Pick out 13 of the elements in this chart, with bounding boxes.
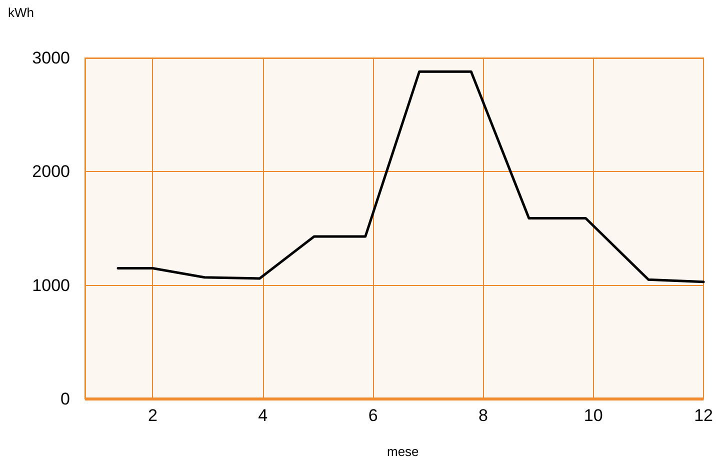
x-tick-label: 8 bbox=[478, 406, 488, 425]
x-tick-label: 12 bbox=[694, 406, 714, 425]
y-tick-label: 2000 bbox=[32, 162, 70, 182]
y-tick-label: 0 bbox=[60, 390, 70, 408]
x-tick-label: 4 bbox=[258, 406, 268, 425]
x-tick-label: 10 bbox=[584, 406, 603, 425]
line-series bbox=[116, 70, 705, 284]
x-axis-title: mese bbox=[387, 444, 419, 459]
y-axis-title: kWh bbox=[8, 5, 34, 20]
y-tick-label: 3000 bbox=[32, 48, 70, 68]
x-tick-label: 6 bbox=[368, 406, 378, 425]
y-tick-label: 1000 bbox=[32, 276, 70, 295]
x-tick-label: 2 bbox=[148, 406, 158, 425]
